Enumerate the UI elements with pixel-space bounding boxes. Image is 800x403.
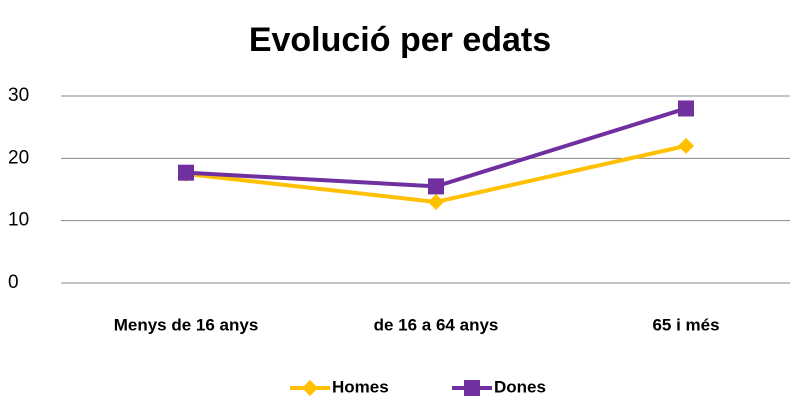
series-line [185, 106, 687, 189]
marker [678, 100, 694, 117]
marker [678, 137, 694, 154]
chart-title: Evolució per edats [249, 21, 551, 59]
marker [428, 193, 444, 210]
y-tick-label: 30 [8, 85, 29, 106]
y-tick-label: 10 [8, 210, 29, 231]
y-tick-label: 20 [8, 147, 29, 168]
x-tick-label: Menys de 16 anys [114, 315, 259, 334]
x-tick-label: 65 i més [652, 315, 719, 334]
legend-marker [302, 380, 318, 396]
legend-label: Homes [332, 377, 389, 396]
y-tick-label: 0 [8, 272, 19, 293]
legend-label: Dones [494, 377, 546, 396]
marker [428, 178, 444, 195]
x-tick-label: de 16 a 64 anys [374, 315, 499, 334]
legend-marker [464, 380, 480, 396]
marker [178, 164, 194, 181]
